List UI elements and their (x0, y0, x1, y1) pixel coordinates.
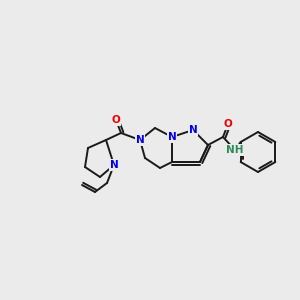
Text: N: N (136, 135, 144, 145)
Text: NH: NH (226, 145, 244, 155)
Text: N: N (189, 125, 197, 135)
Text: O: O (224, 119, 232, 129)
Text: N: N (168, 132, 176, 142)
Text: N: N (110, 160, 118, 170)
Text: O: O (112, 115, 120, 125)
